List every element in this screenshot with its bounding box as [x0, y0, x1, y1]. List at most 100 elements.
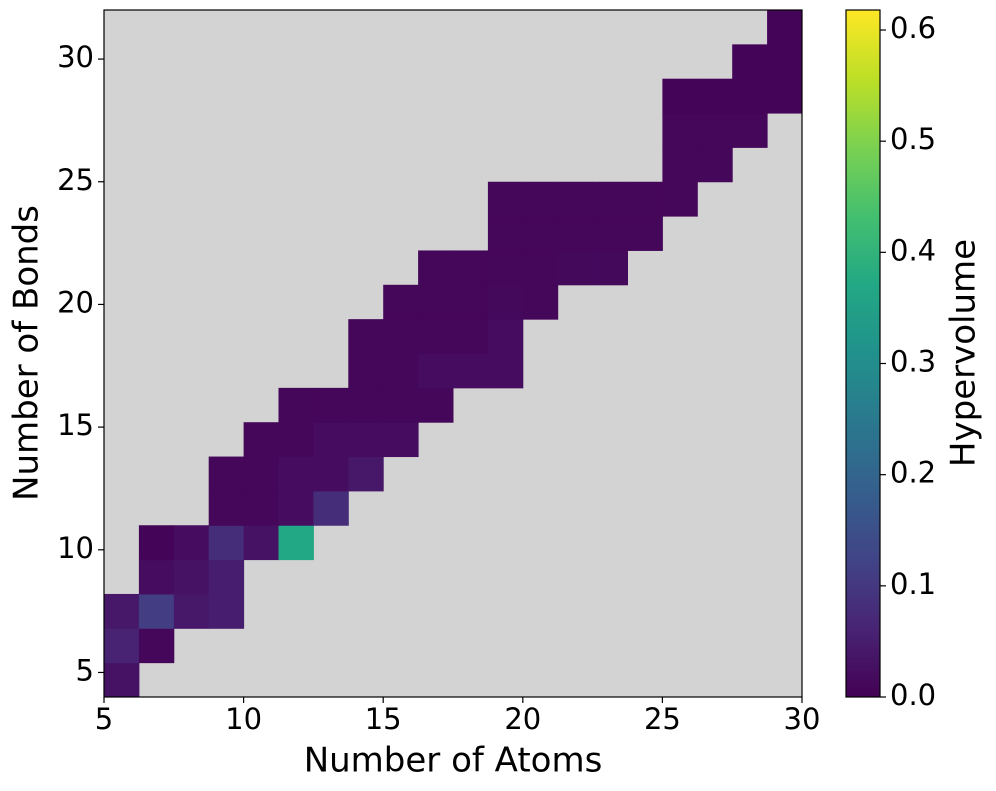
heatmap-cell [104, 593, 140, 629]
heatmap-cell [208, 456, 245, 492]
heatmap-cell [453, 250, 489, 286]
heatmap-cell [732, 78, 768, 114]
heatmap-cell [208, 490, 245, 526]
heatmap-cell [348, 387, 384, 423]
heatmap-cell [487, 353, 524, 389]
colorbar-tick-label: 0.1 [890, 567, 936, 601]
heatmap-cell [418, 387, 454, 423]
colorbar-tick-label: 0.2 [890, 456, 936, 490]
heatmap-cell [592, 250, 628, 286]
heatmap-cell [313, 490, 349, 526]
heatmap-cell [627, 181, 663, 217]
heatmap-cell [487, 216, 524, 251]
heatmap-cell [697, 113, 733, 148]
heatmap-cell [522, 284, 559, 320]
y-tick-label: 5 [76, 653, 94, 687]
y-tick-label: 10 [57, 531, 94, 565]
heatmap-cell [243, 422, 279, 458]
heatmap-cell [522, 216, 559, 251]
heatmap-cell [243, 525, 279, 561]
heatmap-cell [104, 628, 140, 664]
heatmap-cell [697, 78, 733, 114]
heatmap-cell [453, 353, 489, 389]
y-tick-label: 25 [57, 163, 94, 197]
heatmap-cell [767, 78, 803, 114]
heatmap-cell [662, 78, 698, 114]
heatmap-cell [487, 250, 524, 286]
y-tick-label: 20 [57, 285, 94, 319]
heatmap-cell [557, 250, 594, 286]
heatmap-cell [173, 559, 210, 595]
colorbar-tick-label: 0.5 [890, 122, 936, 156]
heatmap-cell [662, 147, 698, 183]
heatmap-cell [732, 44, 768, 80]
x-tick-label: 15 [365, 702, 402, 736]
heatmap-cell [453, 284, 489, 320]
heatmap-cell [348, 353, 384, 389]
x-tick-label: 20 [504, 702, 541, 736]
colorbar [845, 9, 881, 698]
heatmap-cell [278, 490, 314, 526]
heatmap-cell [208, 593, 245, 629]
heatmap-cell [348, 319, 384, 354]
heatmap-cell [487, 319, 524, 354]
heatmap-cell [592, 216, 628, 251]
x-tick-label: 25 [644, 702, 681, 736]
heatmap-cell [383, 284, 419, 320]
heatmap-cell [557, 216, 594, 251]
colorbar-tick-label: 0.4 [890, 233, 936, 267]
heatmap-cell [418, 319, 454, 354]
heatmap-cell [592, 181, 628, 217]
colorbar-label: Hypervolume [944, 239, 984, 467]
heatmap-cell [767, 10, 803, 45]
y-tick-label: 15 [57, 408, 94, 442]
heatmap-cell [313, 387, 349, 423]
heatmap-cell [662, 113, 698, 148]
heatmap-cell [138, 525, 175, 561]
heatmap-cell [138, 593, 175, 629]
heatmap-cell [732, 113, 768, 148]
heatmap-cell [767, 44, 803, 80]
heatmap-cell [313, 422, 349, 458]
heatmap-cell [278, 456, 314, 492]
heatmap-cell [522, 181, 559, 217]
heatmap-cell [138, 628, 175, 664]
heatmap-cell [138, 559, 175, 595]
heatmap-cell [627, 216, 663, 251]
y-axis-label: Number of Bonds [7, 205, 47, 501]
heatmap-cell [383, 319, 419, 354]
plot-frame [103, 9, 803, 698]
heatmap-cell [243, 456, 279, 492]
heatmap-cell [383, 422, 419, 458]
heatmap-cell [278, 387, 314, 423]
heatmap-cell [278, 525, 314, 561]
heatmap-cell [697, 147, 733, 183]
heatmap-cell [453, 319, 489, 354]
heatmap-cell [522, 250, 559, 286]
heatmap-cell [173, 525, 210, 561]
x-tick-label: 30 [784, 702, 821, 736]
colorbar-tick-label: 0.6 [890, 11, 936, 45]
x-tick-label: 5 [95, 702, 113, 736]
heatmap-cell [104, 662, 140, 698]
heatmap-cell [383, 387, 419, 423]
heatmap-cell [487, 181, 524, 217]
heatmap-cell [662, 181, 698, 217]
heatmap-cell [418, 353, 454, 389]
heatmap-cell [243, 490, 279, 526]
heatmap-cell [208, 525, 245, 561]
heatmap-cell [557, 181, 594, 217]
heatmap-cell [418, 250, 454, 286]
heatmap-cell [313, 456, 349, 492]
x-tick-label: 10 [225, 702, 262, 736]
x-axis-label: Number of Atoms [304, 741, 603, 781]
colorbar-tick-label: 0.0 [890, 678, 936, 712]
heatmap-cell [173, 593, 210, 629]
heatmap-cell [208, 559, 245, 595]
y-tick-label: 30 [57, 40, 94, 74]
colorbar-tick-label: 0.3 [890, 345, 936, 379]
heatmap-cell [383, 353, 419, 389]
heatmap-cell [487, 284, 524, 320]
heatmap-cell [278, 422, 314, 458]
